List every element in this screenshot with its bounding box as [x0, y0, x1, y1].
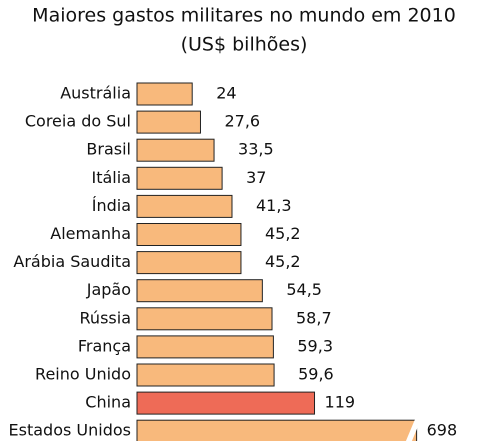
value-label: 41,3: [256, 196, 292, 215]
y-tick-label: Alemanha: [50, 224, 131, 243]
chart-title: Maiores gastos militares no mundo em 201…: [32, 5, 456, 27]
axis-break: [405, 419, 421, 441]
value-label: 45,2: [265, 252, 301, 271]
y-tick-label: Brasil: [86, 140, 131, 159]
bar: [136, 166, 223, 190]
y-tick-label: França: [78, 336, 131, 355]
bar: [136, 194, 233, 218]
y-tick-label: Rússia: [80, 308, 131, 327]
bar: [136, 251, 242, 275]
chart-subtitle: (US$ bilhões): [181, 34, 308, 56]
value-label: 59,3: [297, 336, 333, 355]
value-label: 119: [325, 393, 356, 412]
value-label: 58,7: [296, 308, 332, 327]
value-label: 33,5: [238, 140, 274, 159]
bar: [136, 223, 242, 246]
y-tick-label: Coreia do Sul: [25, 112, 131, 131]
y-tick-label: Reino Unido: [35, 365, 131, 384]
value-label: 59,6: [298, 365, 334, 384]
value-label: 45,2: [265, 224, 301, 243]
y-tick-label: Índia: [92, 196, 131, 215]
bar: [136, 138, 215, 162]
bar: [136, 82, 193, 106]
y-tick-label: Japão: [86, 280, 131, 299]
value-label: 27,6: [224, 112, 260, 131]
value-label: 37: [246, 168, 266, 187]
bar: [136, 363, 275, 387]
y-tick-label: Itália: [92, 168, 132, 187]
value-label: 54,5: [286, 280, 322, 299]
axis-break: [405, 391, 421, 416]
bar: [136, 110, 201, 134]
y-tick-label: Estados Unidos: [9, 421, 131, 440]
bar: [136, 391, 316, 415]
bar: [136, 335, 274, 359]
y-tick-label: Arábia Saudita: [13, 252, 131, 271]
bar: [136, 279, 263, 303]
y-tick-label: China: [85, 393, 131, 412]
bar: [136, 419, 418, 441]
value-label: 24: [216, 84, 236, 103]
y-tick-label: Austrália: [60, 84, 131, 103]
bar: [136, 307, 273, 331]
value-label: 698: [427, 421, 458, 440]
